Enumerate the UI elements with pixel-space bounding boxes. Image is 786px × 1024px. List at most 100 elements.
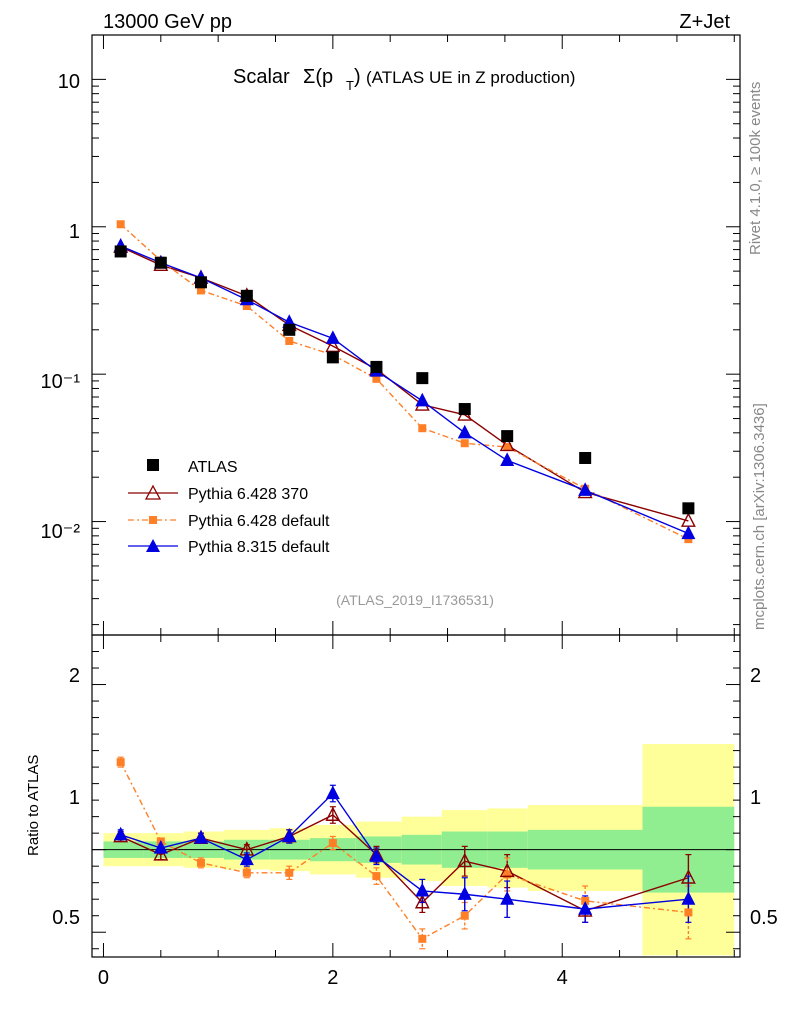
main-marker-atlas xyxy=(283,323,296,336)
main-marker-py6-default xyxy=(503,443,512,452)
ratio-line-py6-370 xyxy=(120,814,689,912)
main-marker-py6-370 xyxy=(325,337,341,353)
main-marker-py6-default xyxy=(196,286,205,295)
main-marker-atlas xyxy=(579,451,592,464)
main-marker-py6-370 xyxy=(499,436,515,452)
legend-marker-py8 xyxy=(146,539,160,552)
ratio-ytick-label-2-right: 2 xyxy=(750,665,761,687)
xtick-label-4: 4 xyxy=(557,967,568,989)
ratio-marker-py6-default xyxy=(116,758,125,767)
xtick-label-0: 0 xyxy=(98,967,109,989)
ratio-line-py6-default xyxy=(120,761,689,940)
ratio-marker-py6-default xyxy=(242,868,251,877)
ratio-marker-py8 xyxy=(153,839,168,854)
main-marker-py8 xyxy=(500,452,515,466)
legend-marker-py6-370 xyxy=(144,484,162,500)
main-marker-py8 xyxy=(578,482,593,496)
main-marker-py6-default xyxy=(418,424,427,433)
header-process: Z+Jet xyxy=(679,11,730,33)
ratio-series-layer xyxy=(113,756,696,950)
main-marker-atlas xyxy=(458,403,471,416)
ratio-marker-py6-370 xyxy=(153,846,169,861)
main-marker-atlas xyxy=(154,256,167,269)
legend-label-py6-default: Pythia 6.428 default xyxy=(188,513,330,530)
main-line-py8 xyxy=(120,245,689,535)
main-marker-py8 xyxy=(415,392,430,407)
ratio-marker-py8 xyxy=(239,851,254,866)
analysis-id: (ATLAS_2019_I1736531) xyxy=(336,592,494,608)
xtick-label-2: 2 xyxy=(327,967,338,989)
ratio-marker-py6-370 xyxy=(680,869,696,884)
ratio-line-py8 xyxy=(120,792,689,910)
title-close: ) xyxy=(354,66,361,88)
ratio-ylabel: Ratio to ATLAS xyxy=(25,755,42,856)
ratio-marker-py8 xyxy=(369,848,384,862)
title-suffix: (ATLAS UE in Z production) xyxy=(366,68,575,87)
ratio-marker-py6-370 xyxy=(457,852,473,868)
main-marker-atlas xyxy=(416,372,429,385)
main-line-py6-default xyxy=(120,223,689,540)
ratio-marker-py6-default xyxy=(460,911,469,920)
main-marker-py6-default xyxy=(684,535,693,544)
ratio-ytick-label-0p5: 0.5 xyxy=(52,907,80,929)
main-marker-atlas xyxy=(501,430,514,443)
main-ytick-label-0p01: 10⁻² xyxy=(41,521,81,543)
main-marker-py6-default xyxy=(242,302,251,311)
main-ytick-label-0p1: 10⁻¹ xyxy=(41,371,81,393)
ratio-marker-py6-default xyxy=(372,872,381,881)
main-marker-atlas xyxy=(114,245,127,258)
legend-label-py8: Pythia 8.315 default xyxy=(188,539,330,556)
main-marker-atlas xyxy=(194,276,207,289)
legend: ATLAS Pythia 6.428 370 Pythia 6.428 defa… xyxy=(128,459,330,556)
ratio-marker-py8 xyxy=(415,882,430,897)
ratio-ytick-label-1-right: 1 xyxy=(750,787,761,809)
ratio-marker-py8 xyxy=(282,828,297,843)
ratio-ytick-label-2: 2 xyxy=(69,665,80,687)
main-marker-atlas xyxy=(240,289,253,302)
ratio-marker-py8 xyxy=(578,901,593,915)
plot-title: Scalar Σ(p T ) (ATLAS UE in Z production… xyxy=(233,66,575,93)
main-marker-atlas xyxy=(682,502,695,515)
main-marker-py6-default xyxy=(372,374,381,383)
ratio-ytick-label-1: 1 xyxy=(69,787,80,809)
ratio-marker-py8 xyxy=(681,891,696,905)
main-axis-ticks xyxy=(92,34,740,635)
ratio-marker-py6-default xyxy=(418,934,427,943)
ratio-marker-py6-default xyxy=(581,896,590,905)
ratio-marker-py8 xyxy=(500,891,515,905)
ratio-marker-py6-default xyxy=(503,870,512,879)
main-series-layer xyxy=(113,220,696,544)
ratio-marker-py8 xyxy=(325,785,340,800)
rivet-version-text: Rivet 4.1.0, ≥ 100k events xyxy=(747,82,764,255)
ratio-marker-py8 xyxy=(457,886,472,900)
legend-marker-py6-default xyxy=(149,516,157,524)
ratio-marker-py6-default xyxy=(285,868,294,877)
main-marker-py6-default xyxy=(285,336,294,345)
ratio-marker-py6-370 xyxy=(414,893,430,909)
main-marker-py8 xyxy=(457,424,472,439)
main-marker-py8 xyxy=(681,525,696,540)
title-sigma: Σ(p xyxy=(303,66,333,88)
main-marker-py6-default xyxy=(460,439,469,448)
ratio-ytick-label-0p5-right: 0.5 xyxy=(750,907,778,929)
ratio-marker-py6-default xyxy=(684,908,693,917)
ratio-marker-py6-370 xyxy=(325,806,341,821)
title-subscript: T xyxy=(346,78,354,93)
main-ytick-label-1: 1 xyxy=(69,221,80,243)
ratio-marker-py8 xyxy=(193,830,208,844)
ratio-marker-py6-default xyxy=(196,858,205,867)
title-prefix: Scalar xyxy=(233,66,290,88)
main-marker-atlas xyxy=(370,360,383,373)
ratio-marker-py6-default xyxy=(328,839,337,848)
ratio-marker-py6-370 xyxy=(499,862,515,878)
header-energy: 13000 GeV pp xyxy=(103,11,232,33)
main-marker-atlas xyxy=(326,351,339,364)
main-ytick-label-10: 10 xyxy=(58,71,80,93)
legend-marker-atlas xyxy=(147,459,159,471)
legend-label-py6-370: Pythia 6.428 370 xyxy=(188,486,308,503)
mcplots-text: mcplots.cern.ch [arXiv:1306.3436] xyxy=(751,403,768,630)
main-marker-py8 xyxy=(325,330,340,344)
ratio-plot-frame xyxy=(91,634,741,958)
legend-label-atlas: ATLAS xyxy=(188,459,238,476)
